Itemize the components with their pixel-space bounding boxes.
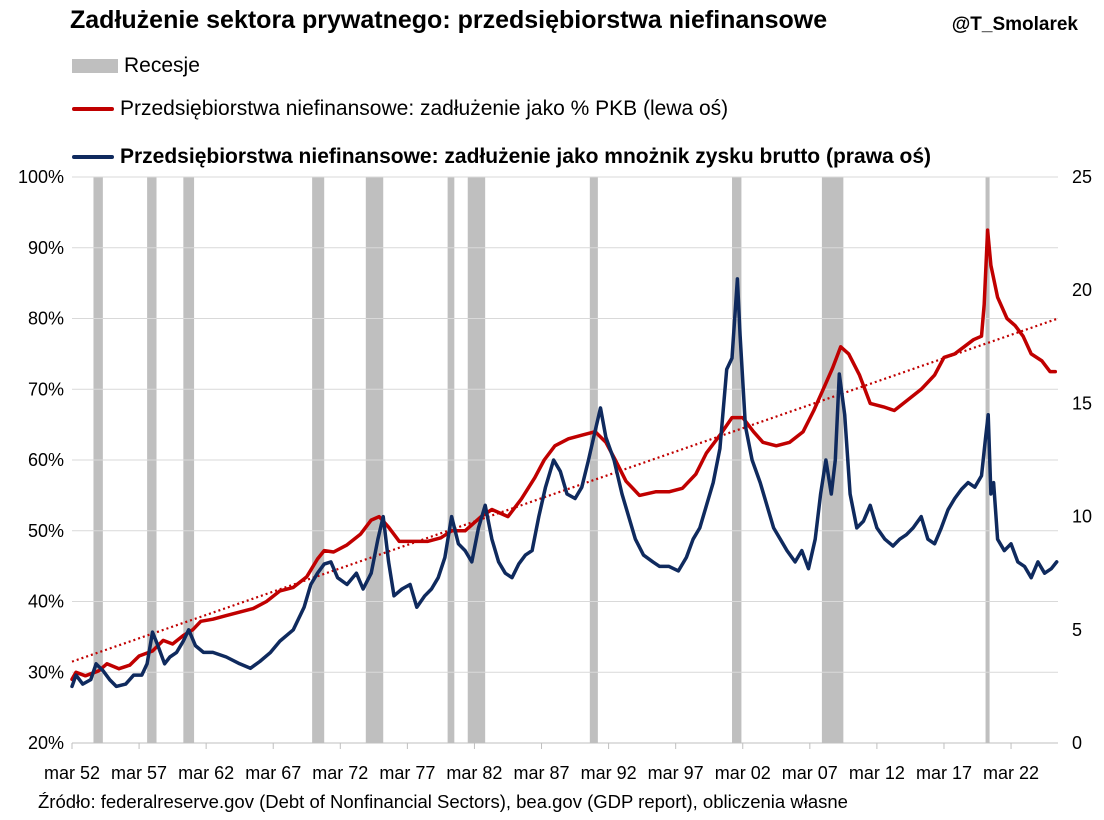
- x-tick-label: mar 52: [44, 763, 100, 783]
- y-left-tick-label: 80%: [28, 309, 64, 329]
- series-line-debt-profit: [70, 277, 1059, 689]
- y-left-tick-label: 30%: [28, 662, 64, 682]
- legend-label-debt-profit: Przedsiębiorstwa niefinansowe: zadłużeni…: [120, 145, 931, 168]
- y-right-tick-label: 20: [1072, 280, 1092, 300]
- y-left-tick-label: 60%: [28, 450, 64, 470]
- x-tick-label: mar 62: [178, 763, 234, 783]
- legend-item-recessions: Recesje: [72, 52, 200, 80]
- x-tick-label: mar 72: [312, 763, 368, 783]
- x-tick-label: mar 92: [581, 763, 637, 783]
- y-left-tick-label: 50%: [28, 521, 64, 541]
- source-note: Źródło: federalreserve.gov (Debt of Nonf…: [38, 791, 848, 812]
- series-line-debt-gdp: [70, 228, 1058, 682]
- y-left-tick-label: 20%: [28, 733, 64, 753]
- x-tick-label: mar 97: [648, 763, 704, 783]
- x-tick-label: mar 02: [715, 763, 771, 783]
- chart-title: Zadłużenie sektora prywatnego: przedsięb…: [70, 6, 828, 34]
- x-tick-label: mar 57: [111, 763, 167, 783]
- y-left-tick-label: 40%: [28, 592, 64, 612]
- legend-item-debt-profit: Przedsiębiorstwa niefinansowe: zadłużeni…: [72, 143, 931, 171]
- gridlines: [72, 176, 1058, 673]
- y-left-tick-label: 90%: [28, 238, 64, 258]
- x-tick-label: mar 67: [245, 763, 301, 783]
- x-tick-label: mar 12: [849, 763, 905, 783]
- x-tick-label: mar 87: [514, 763, 570, 783]
- y-right-tick-label: 15: [1072, 393, 1092, 413]
- trend-line: [71, 317, 1059, 663]
- legend-swatch-recessions: [72, 59, 118, 73]
- legend-swatch-debt-profit: [72, 155, 114, 159]
- x-tick-label: mar 07: [782, 763, 838, 783]
- y-left-tick-label: 70%: [28, 379, 64, 399]
- author-handle: @T_Smolarek: [951, 14, 1078, 35]
- x-tick-label: mar 82: [446, 763, 502, 783]
- legend-item-debt-gdp: Przedsiębiorstwa niefinansowe: zadłużeni…: [72, 95, 728, 123]
- y-right-tick-label: 25: [1072, 167, 1092, 187]
- legend-label-recessions: Recesje: [124, 54, 200, 77]
- series-lines: [70, 228, 1059, 689]
- legend-label-debt-gdp: Przedsiębiorstwa niefinansowe: zadłużeni…: [120, 97, 729, 120]
- axes: 20% 30% 40% 50% 60% 70% 80% 90% 100% 0 5 10 15 20 25 ma…: [18, 167, 1092, 783]
- y-right-tick-label: 10: [1072, 507, 1092, 527]
- y-right-tick-label: 5: [1072, 620, 1082, 640]
- y-right-tick-label: 0: [1072, 733, 1082, 753]
- x-tick-label: mar 22: [983, 763, 1039, 783]
- x-tick-label: mar 17: [916, 763, 972, 783]
- legend-swatch-debt-gdp: [72, 107, 114, 111]
- x-tick-label: mar 77: [379, 763, 435, 783]
- y-left-tick-label: 100%: [18, 167, 64, 187]
